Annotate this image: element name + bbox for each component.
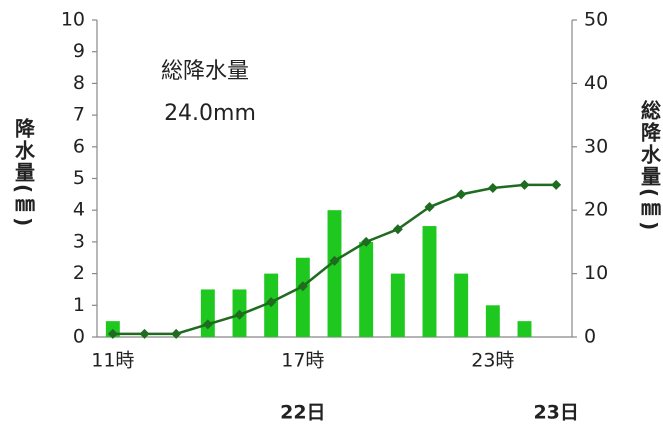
- bar: [454, 273, 469, 337]
- x-group-label: 23日: [533, 402, 578, 424]
- line-marker: [139, 328, 150, 339]
- line-marker: [266, 297, 277, 308]
- y-axis-title: 降水量(㎜): [12, 117, 36, 229]
- line-marker: [519, 179, 530, 190]
- y-tick-label: 10: [61, 9, 85, 31]
- x-group-label: 22日: [280, 402, 325, 424]
- y-tick-label: 8: [73, 72, 85, 94]
- y-tick-label: 0: [73, 326, 85, 348]
- line-marker: [107, 328, 118, 339]
- bar: [295, 257, 310, 337]
- y-tick-label: 2: [73, 262, 85, 284]
- y-tick-label: 9: [73, 40, 85, 62]
- y2-tick-label: 0: [584, 326, 596, 348]
- annotation: 総降水量: [161, 59, 249, 84]
- y-tick-label: 7: [73, 104, 85, 126]
- y2-tick-label: 30: [584, 135, 608, 157]
- line-marker: [297, 281, 308, 292]
- line-marker: [171, 328, 182, 339]
- line-marker: [329, 255, 340, 266]
- line-marker: [551, 179, 562, 190]
- bar: [485, 305, 500, 337]
- y-tick-label: 3: [73, 230, 85, 252]
- line-marker: [234, 309, 245, 320]
- y-tick-label: 5: [73, 167, 85, 189]
- line-marker: [424, 202, 435, 213]
- y-tick-label: 6: [73, 135, 85, 157]
- line-marker: [487, 183, 498, 194]
- annotation: 24.0mm: [164, 101, 256, 126]
- y-tick-label: 4: [73, 199, 85, 221]
- bar: [359, 241, 374, 337]
- bar: [390, 273, 405, 337]
- line-marker: [456, 189, 467, 200]
- line-marker: [361, 236, 372, 247]
- y2-tick-label: 10: [584, 262, 608, 284]
- bar: [200, 289, 215, 337]
- y2-tick-label: 20: [584, 199, 608, 221]
- x-tick-label: 11時: [91, 350, 134, 372]
- y2-tick-label: 40: [584, 72, 608, 94]
- bar: [422, 226, 437, 337]
- bar: [327, 210, 342, 337]
- line-marker: [202, 319, 213, 330]
- x-tick-label: 23時: [471, 350, 514, 372]
- bar: [517, 321, 532, 337]
- y2-tick-label: 50: [584, 9, 608, 31]
- y2-axis-title: 総降水量(㎜): [638, 99, 662, 233]
- y-tick-label: 1: [73, 294, 85, 316]
- x-tick-label: 17時: [281, 350, 324, 372]
- line-marker: [392, 224, 403, 235]
